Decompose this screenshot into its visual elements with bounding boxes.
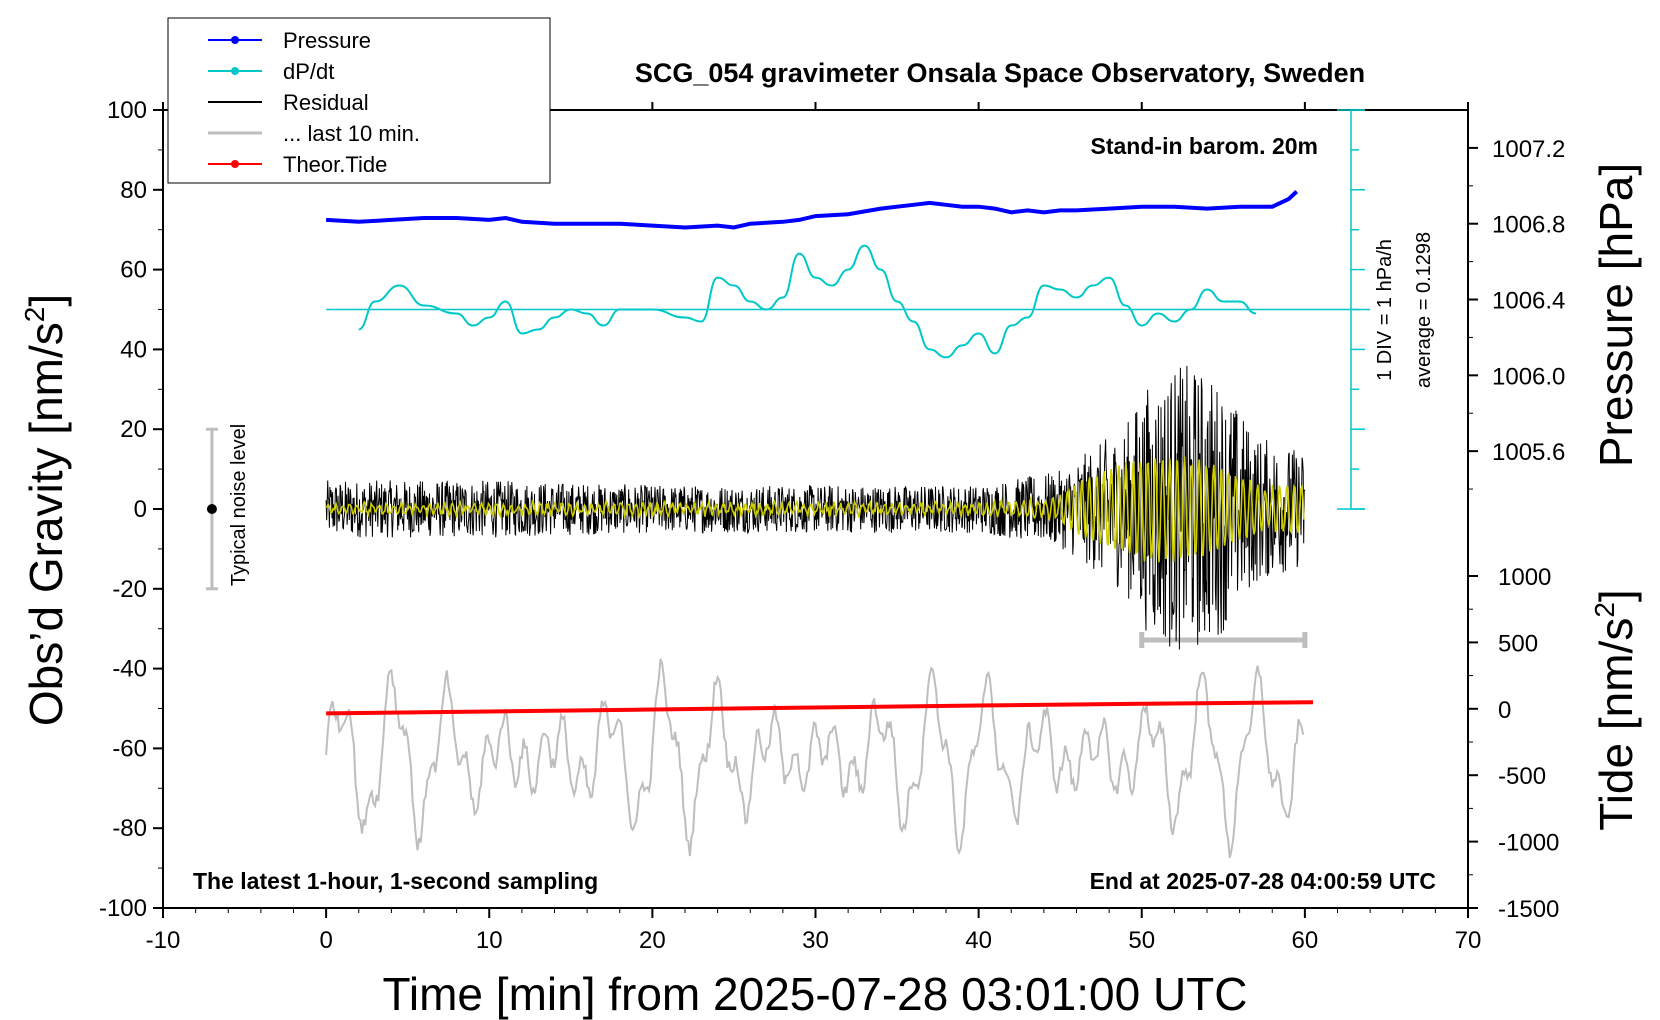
- series-residual: [325, 365, 1306, 650]
- y-tick-label: 80: [120, 177, 147, 204]
- pressure-tick-label: 1006.0: [1492, 363, 1565, 390]
- dpdt-scale-label: 1 DIV = 1 hPa/h: [1374, 239, 1396, 381]
- y-tide-sup: 2: [1589, 602, 1620, 618]
- y-axis-label-left: Obs’d Gravity [nm/s2]: [19, 294, 72, 726]
- legend-marker: [231, 67, 239, 75]
- x-tick-label: 50: [1128, 927, 1155, 954]
- series-group: [325, 190, 1314, 859]
- series-residual-smoothed: [326, 456, 1305, 563]
- series-theor-tide: [326, 700, 1314, 716]
- x-tick-label: 10: [476, 927, 503, 954]
- y-tick-label: 40: [120, 336, 147, 363]
- y-tick-label: -60: [112, 735, 147, 762]
- series-dpdt: [358, 244, 1257, 359]
- y-left-close: ]: [20, 294, 72, 307]
- pressure-tick-label: 1006.4: [1492, 288, 1565, 315]
- series-pressure: [325, 190, 1299, 230]
- legend-marker: [231, 160, 239, 168]
- y-left-base: Obs’d Gravity [nm/s: [20, 322, 72, 726]
- y-tick-label: 0: [134, 496, 147, 523]
- x-tick-label: 60: [1292, 927, 1319, 954]
- y-tide-close: ]: [1590, 589, 1642, 602]
- chart-title: SCG_054 gravimeter Onsala Space Observat…: [635, 58, 1365, 88]
- stand-in-note: Stand-in barom. 20m: [1091, 133, 1318, 159]
- x-tick-label: 40: [965, 927, 992, 954]
- y-tick-label: -40: [112, 656, 147, 683]
- legend-label: Theor.Tide: [283, 152, 387, 177]
- x-tick-label: -10: [146, 927, 181, 954]
- noise-level-label: Typical noise level: [228, 424, 250, 586]
- x-tick-label: 0: [319, 927, 332, 954]
- tide-tick-label: 1000: [1498, 564, 1551, 591]
- tide-tick-label: -500: [1498, 763, 1546, 790]
- y-tick-label: -20: [112, 576, 147, 603]
- x-tick-label: 30: [802, 927, 829, 954]
- pressure-tick-label: 1005.6: [1492, 439, 1565, 466]
- x-tick-label: 70: [1455, 927, 1482, 954]
- tide-tick-label: 0: [1498, 697, 1511, 724]
- tide-tick-label: -1000: [1498, 830, 1559, 857]
- x-axis-label: Time [min] from 2025-07-28 03:01:00 UTC: [383, 968, 1248, 1020]
- pressure-tick-label: 1006.8: [1492, 212, 1565, 239]
- noise-bar-dot: [206, 504, 217, 514]
- legend-label: dP/dt: [283, 59, 334, 84]
- legend: Pressure dP/dt Residual ... last 10 min. The…: [167, 17, 551, 184]
- y-tick-label: 60: [120, 257, 147, 284]
- legend-label: ... last 10 min.: [283, 121, 420, 146]
- y-tick-label: -80: [112, 815, 147, 842]
- legend-marker: [231, 36, 239, 44]
- legend-label: Pressure: [283, 28, 371, 53]
- x-tick-label: 20: [639, 927, 666, 954]
- latest-note: The latest 1-hour, 1-second sampling: [193, 868, 598, 894]
- pressure-tick-label: 1007.2: [1492, 136, 1565, 163]
- legend-label: Residual: [283, 90, 369, 115]
- y-left-sup: 2: [19, 307, 50, 323]
- legend-box: [167, 17, 551, 184]
- y-axis-label-pressure: Pressure [hPa]: [1590, 163, 1642, 467]
- tide-tick-label: 500: [1498, 630, 1538, 657]
- tide-tick-label: -1500: [1498, 896, 1559, 923]
- tick-labels: -10 0 10 20 30 40 50 60 70-100-80-60-40-20020406…: [99, 97, 1565, 954]
- axes-ticks: [153, 102, 1478, 918]
- y-tick-label: 100: [107, 97, 147, 124]
- y-axis-label-tide: Tide [nm/s2]: [1589, 589, 1642, 830]
- y-tick-label: 20: [120, 416, 147, 443]
- series-last-10-min: [325, 658, 1305, 859]
- y-tide-base: Tide [nm/s: [1590, 618, 1642, 831]
- end-at-note: End at 2025-07-28 04:00:59 UTC: [1090, 868, 1436, 894]
- dpdt-average-label: average = 0.1298: [1413, 232, 1435, 388]
- y-tick-label: -100: [99, 895, 147, 922]
